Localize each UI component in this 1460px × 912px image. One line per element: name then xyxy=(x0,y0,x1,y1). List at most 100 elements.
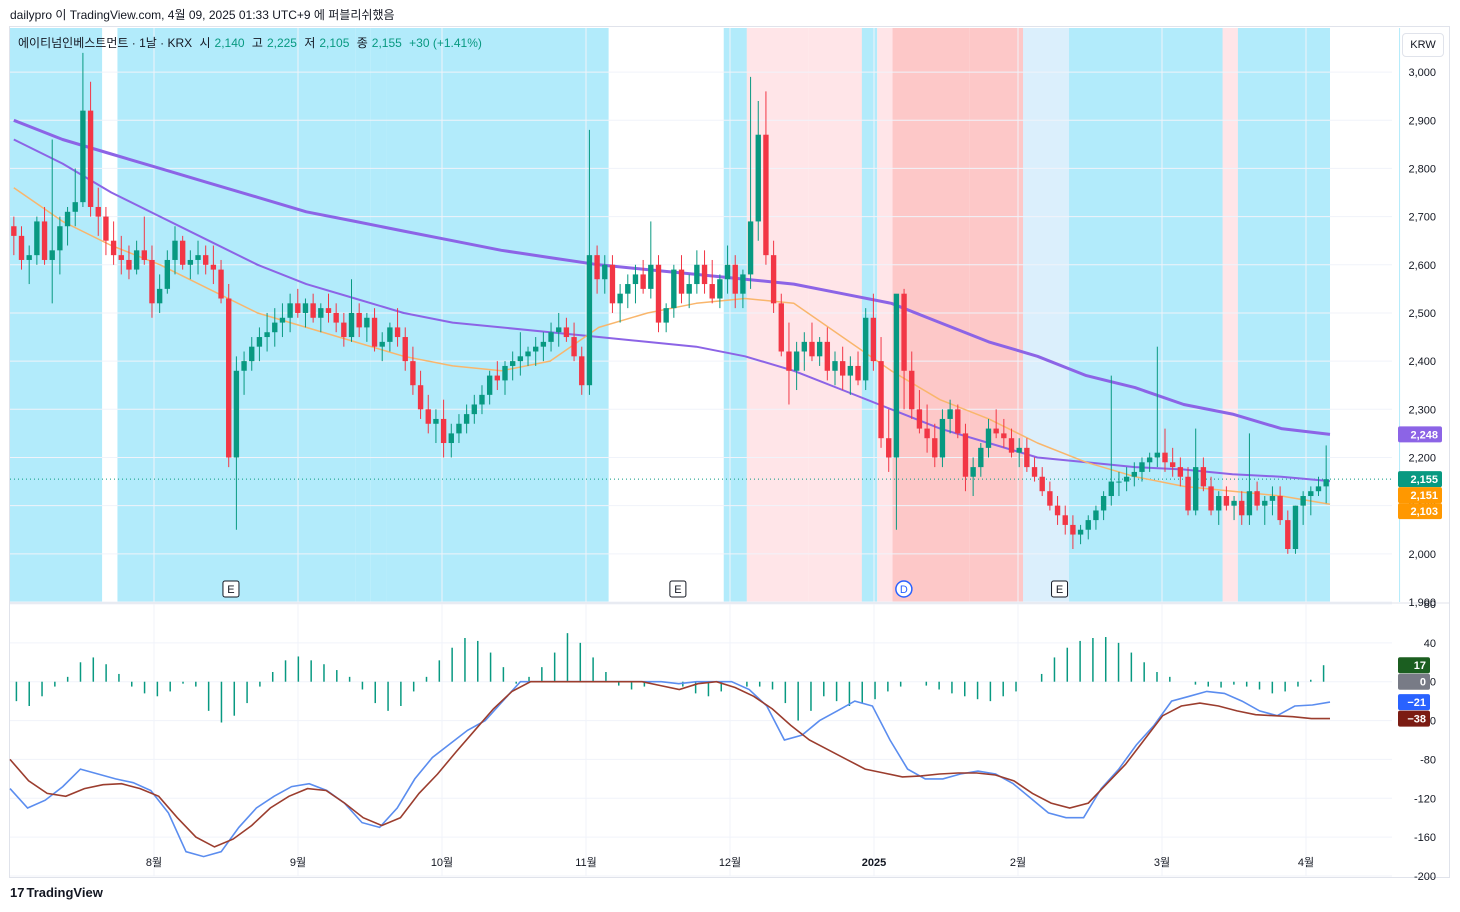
osc-slow-line xyxy=(9,680,1330,848)
background-zone xyxy=(861,28,878,602)
background-zone xyxy=(1069,28,1177,602)
osc-tick-label: -120 xyxy=(1414,793,1436,805)
candle-body xyxy=(448,433,454,444)
osc-value-text: 17 xyxy=(1414,660,1426,672)
candle-body xyxy=(34,221,40,256)
candle-body xyxy=(548,332,554,342)
legend-symbol: 에이티넘인베스트먼트 · 1날 · KRX xyxy=(18,36,193,50)
tradingview-logo[interactable]: 17 TradingView xyxy=(10,885,103,900)
chart-legend: 에이티넘인베스트먼트 · 1날 · KRX 시 2,140 고 2,225 저 2,1… xyxy=(18,34,486,51)
candle-body xyxy=(671,269,677,309)
candle-body xyxy=(471,404,477,415)
candle-body xyxy=(1193,467,1199,511)
candle-body xyxy=(832,361,838,371)
earnings-marker xyxy=(669,580,687,598)
candle-body xyxy=(809,341,815,357)
candle-body xyxy=(978,447,984,468)
candle-body xyxy=(709,284,715,299)
candle-body xyxy=(655,264,662,323)
candle-body xyxy=(962,433,969,477)
candle-body xyxy=(179,240,186,265)
candle-body xyxy=(417,385,424,410)
candle-body xyxy=(1177,467,1184,477)
candle-body xyxy=(870,317,877,362)
candle-body xyxy=(318,308,324,318)
price-tick-label: 2,800 xyxy=(1408,163,1436,175)
legend-close-label: 종 xyxy=(356,36,368,50)
candle-body xyxy=(1077,529,1084,535)
candle-body xyxy=(1285,520,1291,550)
legend-open-label: 시 xyxy=(199,36,211,50)
candle-body xyxy=(1031,467,1038,477)
chart-frame xyxy=(9,26,1450,878)
candle-body xyxy=(632,274,639,285)
candle-body xyxy=(164,259,171,289)
candle-body xyxy=(57,226,63,251)
candle-body xyxy=(1100,496,1107,511)
osc-value-text: −38 xyxy=(1407,714,1426,726)
candle-body xyxy=(287,303,293,318)
currency-button[interactable]: KRW xyxy=(1402,33,1444,57)
candle-body xyxy=(387,327,393,342)
candle-body xyxy=(525,351,531,357)
candle-body xyxy=(502,365,508,381)
candle-body xyxy=(310,303,316,318)
candle-body xyxy=(371,317,378,347)
candle-body xyxy=(939,418,946,458)
earnings-marker xyxy=(222,580,240,598)
candle-body xyxy=(402,337,408,362)
candle-body xyxy=(1116,481,1122,483)
candle-body xyxy=(72,202,78,212)
candle-body xyxy=(602,264,608,280)
candle-body xyxy=(272,322,278,333)
candle-body xyxy=(1054,505,1061,516)
candle-body xyxy=(824,341,831,371)
candle-body xyxy=(456,423,462,434)
earnings-marker xyxy=(1051,580,1069,598)
tradingview-brand: TradingView xyxy=(26,885,103,900)
candle-body xyxy=(932,438,938,458)
candle-body xyxy=(909,370,915,410)
candle-body xyxy=(1039,476,1045,492)
candle-body xyxy=(49,250,55,260)
price-axis: 1,9002,0002,1002,2002,3002,4002,5002,600… xyxy=(146,67,1442,869)
candle-body xyxy=(364,317,370,328)
osc-tick-label: 40 xyxy=(1424,638,1436,650)
candle-body xyxy=(110,240,117,256)
publish-caption: dailypro 이 TradingView.com, 4월 09, 2025 … xyxy=(10,8,395,22)
price-tick-label: 2,400 xyxy=(1408,356,1436,368)
candle-body xyxy=(203,255,209,265)
osc-tick-label: -200 xyxy=(1414,871,1436,883)
candle-body xyxy=(993,428,999,434)
candle-body xyxy=(717,279,723,299)
dividend-marker xyxy=(895,580,913,598)
event-marker-label: D xyxy=(900,584,908,596)
candle-body xyxy=(486,375,493,395)
candle-body xyxy=(839,361,846,376)
price-tick-label: 2,000 xyxy=(1408,549,1436,561)
candle-body xyxy=(901,293,907,371)
legend-change: +30 (+1.41%) xyxy=(409,36,482,50)
osc-tick-label: -160 xyxy=(1414,832,1436,844)
candle-body xyxy=(80,110,86,203)
osc-value-badge xyxy=(1398,710,1430,727)
candle-body xyxy=(1208,486,1214,511)
osc-value-badge xyxy=(1398,694,1430,711)
candle-body xyxy=(1239,500,1245,516)
candle-body xyxy=(701,264,708,285)
candle-body xyxy=(886,438,892,458)
candle-body xyxy=(878,361,884,439)
grid-lines xyxy=(10,28,1450,876)
background-zone xyxy=(370,28,387,602)
candle-body xyxy=(694,264,700,285)
background-zone xyxy=(1176,28,1231,602)
price-tick-label: 2,700 xyxy=(1408,212,1436,224)
candle-body xyxy=(87,110,94,207)
candle-body xyxy=(563,327,570,338)
candle-body xyxy=(103,216,109,241)
candle-body xyxy=(970,467,976,477)
osc-tick-label: 0 xyxy=(1430,677,1436,689)
candlestick-series xyxy=(11,52,1329,554)
